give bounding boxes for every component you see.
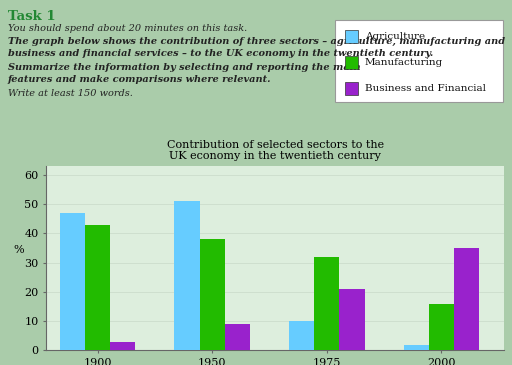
Bar [345,56,358,69]
Bar [429,304,454,350]
Bar [314,257,339,350]
Text: You should spend about 20 minutes on this task.: You should spend about 20 minutes on thi… [8,24,247,33]
Bar [225,324,250,350]
Text: Write at least 150 words.: Write at least 150 words. [8,89,133,98]
Text: Task 1: Task 1 [8,10,56,23]
Bar [175,201,200,350]
Bar [345,82,358,95]
Text: Summarize the information by selecting and reporting the main: Summarize the information by selecting a… [8,63,360,72]
Y-axis label: %: % [13,245,24,254]
Bar [85,224,110,350]
Bar [60,213,85,350]
Title: Contribution of selected sectors to the
UK economy in the twentieth century: Contribution of selected sectors to the … [166,139,384,161]
Bar [200,239,225,350]
Bar [110,342,136,350]
Bar [339,289,365,350]
Bar [289,321,314,350]
Bar [345,30,358,43]
Text: features and make comparisons where relevant.: features and make comparisons where rele… [8,75,271,84]
Bar [403,345,429,350]
FancyBboxPatch shape [335,20,503,102]
Bar [454,248,479,350]
Text: Manufacturing: Manufacturing [365,58,443,67]
Text: Agriculture: Agriculture [365,32,425,41]
Text: Business and Financial: Business and Financial [365,84,486,93]
Text: The graph below shows the contribution of three sectors – agriculture, manufactu: The graph below shows the contribution o… [8,37,505,46]
Text: business and financial services – to the UK economy in the twentieth century.: business and financial services – to the… [8,49,433,58]
